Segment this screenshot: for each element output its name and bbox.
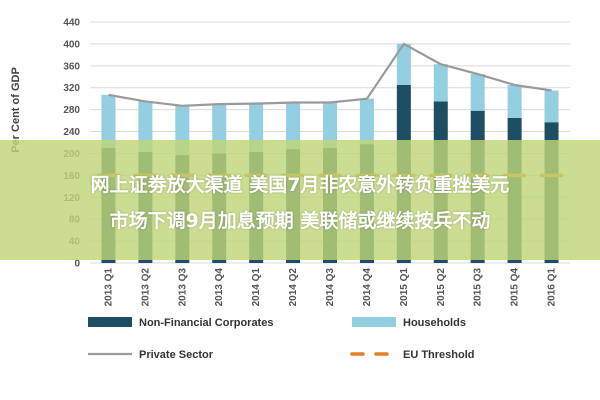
legend-swatch-households <box>352 317 396 327</box>
bar-households <box>138 101 153 152</box>
bar-households <box>323 102 337 148</box>
x-tick-label: 2014 Q1 <box>251 268 262 307</box>
x-tick-label: 2013 Q4 <box>214 268 225 307</box>
bar-households <box>286 102 301 150</box>
headline-banner: 网上证劵放大渠道 美国7月非农意外转负重挫美元 市场下调9月加息预期 美联储或继… <box>0 140 600 260</box>
y-tick-label: 280 <box>63 105 80 116</box>
legend-label-households: Households <box>403 317 466 329</box>
bar-households <box>396 43 411 85</box>
bar-households <box>470 74 485 111</box>
y-tick-label: 400 <box>63 39 80 50</box>
private-sector-line <box>108 42 552 107</box>
x-tick-label: 2016 Q1 <box>547 268 558 307</box>
legend-label-private-sector: Private Sector <box>139 349 214 361</box>
x-tick-label: 2014 Q3 <box>325 268 336 307</box>
x-tick-label: 2013 Q3 <box>177 268 188 307</box>
bar-households <box>249 103 264 152</box>
x-tick-label: 2015 Q4 <box>510 268 521 307</box>
legend-label-eu-threshold: EU Threshold <box>403 349 475 361</box>
headline-line-1: 网上证劵放大渠道 美国7月非农意外转负重挫美元 <box>90 174 510 196</box>
y-tick-label: 360 <box>63 61 80 72</box>
y-tick-label: 440 <box>63 18 80 29</box>
bar-households <box>359 98 374 145</box>
y-tick-label: 0 <box>74 259 80 270</box>
x-tick-label: 2014 Q4 <box>362 268 373 307</box>
x-tick-label: 2013 Q2 <box>140 268 151 307</box>
bar-households <box>101 94 116 148</box>
bar-households <box>544 90 559 123</box>
headline-line-2: 市场下调9月加息预期 美联储或继续按兵不动 <box>109 210 491 232</box>
x-tick-label: 2015 Q2 <box>436 268 447 307</box>
y-tick-label: 240 <box>63 127 80 138</box>
bar-households <box>433 64 448 102</box>
y-tick-label: 320 <box>63 83 80 94</box>
x-tick-label: 2013 Q1 <box>103 268 114 307</box>
x-tick-label: 2015 Q1 <box>399 268 410 307</box>
x-tick-label: 2015 Q3 <box>473 268 484 307</box>
y-axis-title: Per Cent of GDP <box>10 67 22 153</box>
bar-households <box>507 84 522 118</box>
legend-label-non-financial-corporates: Non-Financial Corporates <box>139 317 273 329</box>
x-tick-label: 2014 Q2 <box>288 268 299 307</box>
legend-swatch-non-financial-corporates <box>88 317 132 327</box>
